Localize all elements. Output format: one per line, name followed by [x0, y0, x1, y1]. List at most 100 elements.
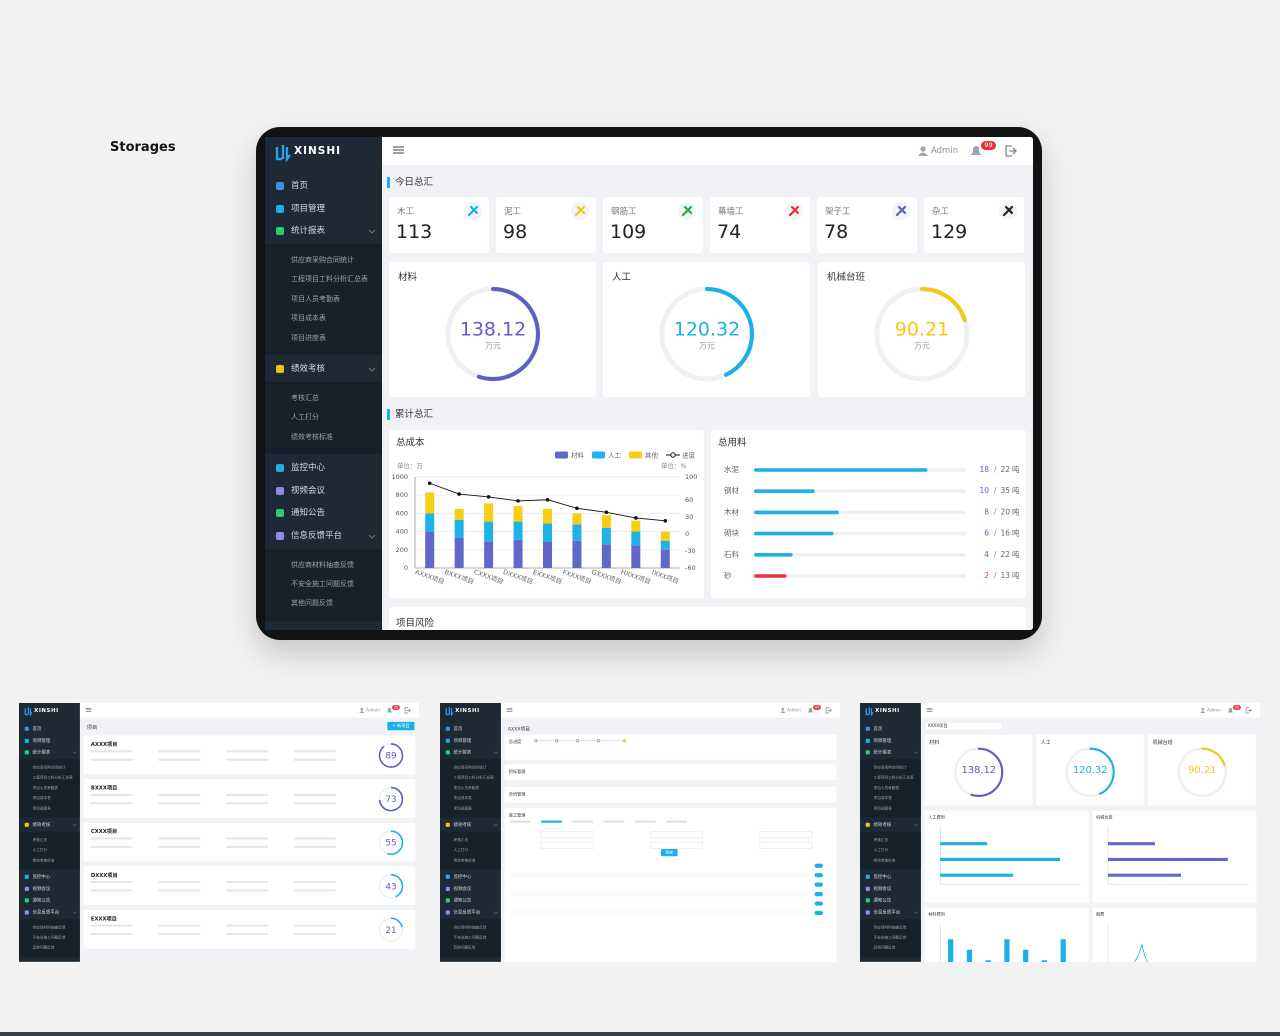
menu-item[interactable]: 统计报表 — [265, 220, 382, 242]
menu-item[interactable]: 监控中心 — [440, 871, 501, 883]
project-card[interactable]: BXXX项目 73 — [83, 779, 416, 818]
submenu-item[interactable]: 考核汇总 — [873, 837, 889, 843]
submenu-item[interactable]: 供应商采购合同统计 — [291, 256, 354, 264]
menu-item[interactable]: 首页 — [440, 723, 501, 735]
bar-segment — [601, 527, 611, 545]
menu-item[interactable]: 首页 — [265, 175, 382, 197]
menu-item[interactable]: 视频会议 — [860, 883, 921, 895]
submenu-item[interactable]: 供应商采购合同统计 — [453, 765, 487, 770]
menu-item[interactable]: 统计报表 — [19, 747, 80, 759]
new-button[interactable]: + 新项目 — [387, 721, 415, 731]
menu-item[interactable]: 绩效考核 — [860, 819, 921, 831]
submenu-item[interactable]: 项目人员考勤表 — [453, 785, 480, 791]
menu-item[interactable]: 项目管理 — [440, 735, 501, 747]
menu-item[interactable]: 通知公告 — [19, 895, 80, 907]
submenu-item[interactable]: 项目人员考勤表 — [32, 785, 59, 791]
submenu-item[interactable]: 人工打分 — [291, 413, 319, 422]
submenu-item[interactable]: 其他问题反馈 — [32, 945, 55, 951]
user-name[interactable]: Admin — [931, 146, 959, 156]
submenu-item[interactable]: 项目进度表 — [453, 806, 472, 811]
submenu-item[interactable]: 项目成本表 — [32, 796, 51, 801]
menu-item[interactable]: 信息反馈平台 — [265, 525, 382, 547]
submenu-item[interactable]: 不安全施工问题反馈 — [291, 580, 354, 589]
y2-tick-label: 30 — [685, 513, 693, 521]
submenu-item[interactable]: 人工打分 — [453, 848, 469, 853]
submenu-item[interactable]: 绩效考核标准 — [32, 858, 55, 863]
gauge-unit: 万元 — [699, 342, 715, 351]
menu-label: 监控中心 — [453, 874, 472, 880]
menu-item[interactable]: 通知公告 — [860, 895, 921, 907]
user-name[interactable]: Admin — [1206, 707, 1222, 713]
menu-item[interactable]: 统计报表 — [860, 747, 921, 759]
submenu-item[interactable]: 项目成本表 — [453, 796, 472, 801]
submenu-item[interactable]: 其他问题反馈 — [453, 945, 476, 951]
thumbnail: XINSHI 首页 项目管理 统计报表 供应商采购合同统计 工程项目工料分析汇总表 项目人员… — [860, 703, 1260, 962]
submenu-item[interactable]: 不安全施工问题反馈 — [32, 935, 66, 940]
submenu-item[interactable]: 绩效考核标准 — [291, 432, 333, 441]
menu-item[interactable]: 项目管理 — [265, 198, 382, 220]
menu-item[interactable]: 监控中心 — [265, 457, 382, 479]
submenu-item[interactable]: 人工打分 — [32, 848, 48, 853]
menu-item[interactable]: 首页 — [860, 723, 921, 735]
submenu-item[interactable]: 项目人员考勤表 — [291, 294, 340, 303]
bar-segment — [425, 531, 435, 568]
menu-item[interactable]: 视频会议 — [19, 883, 80, 895]
menu-item[interactable]: 绩效考核 — [265, 358, 382, 380]
submenu-item[interactable]: 考核汇总 — [291, 394, 319, 402]
add-button[interactable]: 新增 — [660, 848, 678, 857]
menu-item[interactable]: 项目管理 — [19, 735, 80, 747]
section-panel[interactable]: 总进度 — [504, 734, 837, 760]
submenu-item[interactable]: 不安全施工问题反馈 — [873, 935, 907, 940]
toggle — [814, 873, 823, 878]
submenu-item[interactable]: 项目进度表 — [32, 806, 51, 811]
submenu-item[interactable]: 绩效考核标准 — [453, 858, 476, 863]
submenu-item[interactable]: 供应商材料抽查反馈 — [873, 925, 907, 930]
submenu-item[interactable]: 其他问题反馈 — [873, 945, 896, 951]
section-panel[interactable]: 合同管理 — [504, 787, 837, 803]
section-panel[interactable]: 招标管理 — [504, 764, 837, 781]
menu-item[interactable]: 视频会议 — [440, 883, 501, 895]
submenu-item[interactable]: 项目成本表 — [873, 796, 892, 801]
bar-segment — [660, 549, 670, 568]
submenu-item[interactable]: 人工打分 — [873, 848, 889, 853]
submenu-item[interactable]: 工程项目工料分析汇总表 — [453, 775, 494, 780]
menu-item[interactable]: 绩效考核 — [19, 819, 80, 831]
project-card[interactable]: CXXX项目 55 — [83, 822, 416, 862]
submenu-item[interactable]: 绩效考核标准 — [873, 858, 896, 863]
submenu-item[interactable]: 其他问题反馈 — [291, 599, 333, 608]
menu-item[interactable]: 信息反馈平台 — [19, 907, 80, 919]
user-name[interactable]: Admin — [365, 707, 381, 713]
project-card[interactable]: AXXX项目 89 — [83, 735, 416, 775]
submenu-item[interactable]: 工程项目工料分析汇总表 — [291, 275, 368, 284]
submenu-item[interactable]: 供应商材料抽查反馈 — [453, 925, 487, 930]
submenu-item[interactable]: 供应商材料抽查反馈 — [32, 925, 66, 930]
menu-item[interactable]: 通知公告 — [265, 502, 382, 524]
menu-item[interactable]: 项目管理 — [860, 735, 921, 747]
menu-item[interactable]: 绩效考核 — [440, 819, 501, 831]
menu-item[interactable]: 首页 — [19, 723, 80, 735]
submenu-item[interactable]: 工程项目工料分析汇总表 — [873, 775, 914, 780]
submenu-item[interactable]: 考核汇总 — [32, 837, 48, 843]
menu-item[interactable]: 信息反馈平台 — [440, 907, 501, 919]
submenu-item[interactable]: 考核汇总 — [453, 837, 469, 843]
submenu-item[interactable]: 不安全施工问题反馈 — [453, 935, 487, 940]
menu-item[interactable]: 通知公告 — [440, 895, 501, 907]
user-name[interactable]: Admin — [786, 707, 802, 713]
submenu-item[interactable]: 工程项目工料分析汇总表 — [32, 775, 73, 780]
menu-item[interactable]: 统计报表 — [440, 747, 501, 759]
submenu-item[interactable]: 供应商采购合同统计 — [873, 765, 907, 770]
submenu-item[interactable]: 供应商材料抽查反馈 — [291, 560, 354, 569]
submenu-item[interactable]: 供应商采购合同统计 — [32, 765, 66, 770]
submenu-item[interactable]: 项目成本表 — [291, 314, 326, 323]
menu-item[interactable]: 监控中心 — [19, 871, 80, 883]
menu-item[interactable]: 监控中心 — [860, 871, 921, 883]
menu-item[interactable]: 视频会议 — [265, 480, 382, 502]
project-card[interactable]: DXXX项目 43 — [83, 866, 416, 906]
submenu-item[interactable]: 项目进度表 — [873, 806, 892, 811]
menu-item[interactable]: 信息反馈平台 — [860, 907, 921, 919]
submenu-item[interactable]: 项目进度表 — [291, 333, 326, 342]
section-panel[interactable]: 施工管理 新增 — [504, 808, 837, 962]
project-select[interactable]: AXXX项目 — [924, 721, 1003, 731]
submenu-item[interactable]: 项目人员考勤表 — [873, 785, 900, 791]
project-card[interactable]: EXXX项目 21 — [83, 909, 416, 949]
